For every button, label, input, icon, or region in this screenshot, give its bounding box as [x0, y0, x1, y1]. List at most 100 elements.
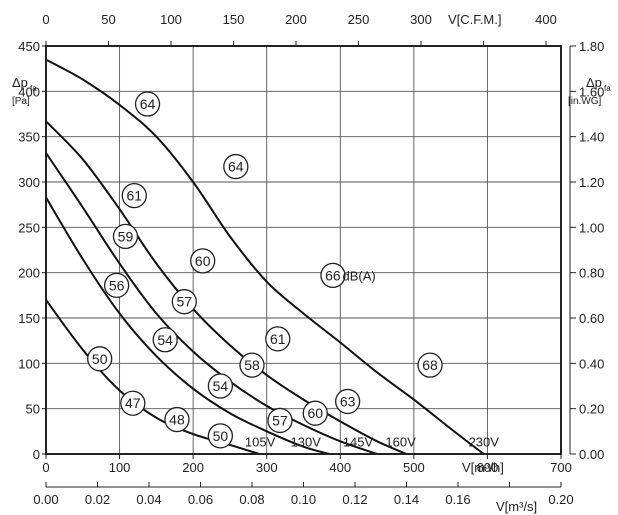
right-axis-tick-label: 1.20	[579, 175, 604, 190]
right-axis-label-unit: [in.WG]	[568, 96, 602, 107]
db-annotation-label: 63	[340, 393, 356, 409]
left-axis-tick-label: 450	[18, 39, 40, 54]
top-axis-tick-label: 400	[535, 12, 557, 27]
dba-unit-label: dB(A)	[342, 268, 375, 283]
bottom-axis-tick-label: 100	[109, 460, 131, 475]
db-annotation-label: 54	[157, 332, 173, 348]
left-axis-tick-label: 50	[26, 402, 40, 417]
bottom2-axis-tick-label: 0.08	[239, 492, 264, 507]
db-annotation-circle	[223, 153, 249, 180]
bottom2-axis-tick-label: 0.02	[85, 492, 110, 507]
db-annotation-label: 47	[125, 395, 141, 411]
right-axis-title: Δp fa [in.WG]	[568, 75, 611, 107]
top-axis-tick-label: 200	[285, 12, 307, 27]
right-axis-label-main: Δp	[586, 75, 602, 90]
db-annotation-label: 64	[228, 159, 244, 175]
right-axis-tick-label: 0.60	[579, 311, 604, 326]
voltage-label: 230V	[469, 434, 500, 449]
left-axis-label-main: Δp	[12, 75, 28, 90]
right-axis-tick-label: 1.40	[579, 130, 604, 145]
bottom-axis-label: V[m³/h]	[462, 460, 504, 475]
bottom2-axis-tick-label: 0.10	[291, 492, 316, 507]
db-annotation-circle	[112, 223, 139, 250]
db-annotation-label: 57	[272, 412, 288, 428]
db-annotation-circle	[302, 400, 328, 426]
db-annotation-label: 54	[213, 378, 229, 394]
series-curve	[45, 196, 330, 455]
db-annotation-label: 60	[307, 405, 323, 421]
bottom2-axis-label: V[m³/s]	[496, 499, 537, 514]
db-annotation-circle	[164, 406, 190, 433]
right-axis-tick-label: 0.00	[579, 447, 604, 462]
top-axis-tick-label: 0	[42, 12, 49, 27]
top-axis-tick-label: 50	[101, 12, 115, 27]
bottom2-axis-tick-label: 0.12	[342, 492, 367, 507]
left-axis-tick-label: 150	[18, 311, 40, 326]
voltage-label: 105V	[245, 434, 276, 449]
left-axis-tick-label: 300	[18, 175, 40, 190]
db-annotation-label: 64	[140, 96, 156, 112]
db-annotation-circle	[239, 352, 265, 378]
right-axis-label-sub: fa	[604, 84, 611, 93]
db-annotation-circle	[265, 326, 291, 352]
voltage-label: 160V	[385, 434, 416, 449]
series-curve	[45, 120, 407, 455]
db-annotation-label: 48	[169, 412, 185, 428]
db-annotation-circle	[87, 346, 113, 372]
right-axis-tick-label: 1.00	[579, 220, 604, 235]
bottom2-axis-tick-label: 0.20	[548, 492, 573, 507]
left-axis-label-sub: fa	[30, 84, 37, 93]
bottom2-axis-tick-label: 0.04	[136, 492, 161, 507]
series-curve	[45, 58, 485, 455]
voltage-label: 145V	[343, 434, 374, 449]
series-curve	[45, 299, 260, 455]
db-annotation-label: 58	[244, 357, 260, 373]
db-annotation-label: 60	[195, 253, 211, 269]
bottom2-axis-tick-label: 0.14	[394, 492, 419, 507]
db-annotation-circle	[152, 327, 178, 353]
right-axis-tick-label: 0.20	[579, 402, 604, 417]
db-annotation-label: 68	[422, 357, 438, 373]
right-axis-tick-label: 0.80	[579, 266, 604, 281]
top-axis-tick-label: 100	[160, 12, 182, 27]
left-axis-tick-label: 0	[33, 447, 40, 462]
bottom2-axis-tick-label: 0.06	[188, 492, 213, 507]
right-axis-tick-label: 0.40	[579, 356, 604, 371]
db-annotation-label: 50	[213, 428, 229, 444]
db-annotation-label: 50	[92, 351, 108, 367]
db-annotation-circle	[120, 390, 146, 416]
bottom-axis-tick-label: 400	[329, 460, 351, 475]
db-annotation-label: 61	[126, 188, 142, 204]
series-curve	[45, 152, 378, 455]
db-annotation-circle	[417, 352, 443, 378]
right-axis-tick-label: 1.60	[579, 84, 604, 99]
db-annotation-circle	[121, 182, 147, 209]
bottom-axis-tick-label: 300	[256, 460, 278, 475]
top-axis-tick-label: 300	[410, 12, 432, 27]
db-annotation-circle	[207, 373, 234, 399]
bottom-axis-tick-label: 200	[182, 460, 204, 475]
bottom-axis-tick-label: 0	[42, 460, 49, 475]
plot-frame	[45, 45, 562, 455]
db-annotation-circle	[190, 248, 216, 274]
db-annotation-circle	[134, 91, 161, 117]
top-axis-tick-label: 250	[348, 12, 370, 27]
db-annotation-circle	[334, 388, 361, 415]
left-axis-tick-label: 250	[18, 220, 40, 235]
voltage-label: 130V	[291, 434, 322, 449]
bottom-axis-tick-label: 600	[477, 460, 499, 475]
db-annotation-label: 61	[270, 331, 286, 347]
left-axis-tick-label: 100	[18, 356, 40, 371]
left-axis-tick-label: 350	[18, 130, 40, 145]
left-axis-tick-label: 200	[18, 266, 40, 281]
db-annotation-label: 59	[118, 228, 134, 244]
chart-labels: 64 64 66 68 61 60 61 63 59 57 58 60 56 54 54 57 50 47 48 50…	[87, 91, 500, 449]
db-annotation-circle	[320, 262, 346, 289]
bottom2-axis-tick-label: 0.16	[445, 492, 470, 507]
db-annotation-circle	[171, 289, 197, 315]
series-curves	[45, 58, 485, 455]
db-annotation-label: 56	[109, 277, 125, 293]
top-axis-tick-label: 150	[223, 12, 245, 27]
